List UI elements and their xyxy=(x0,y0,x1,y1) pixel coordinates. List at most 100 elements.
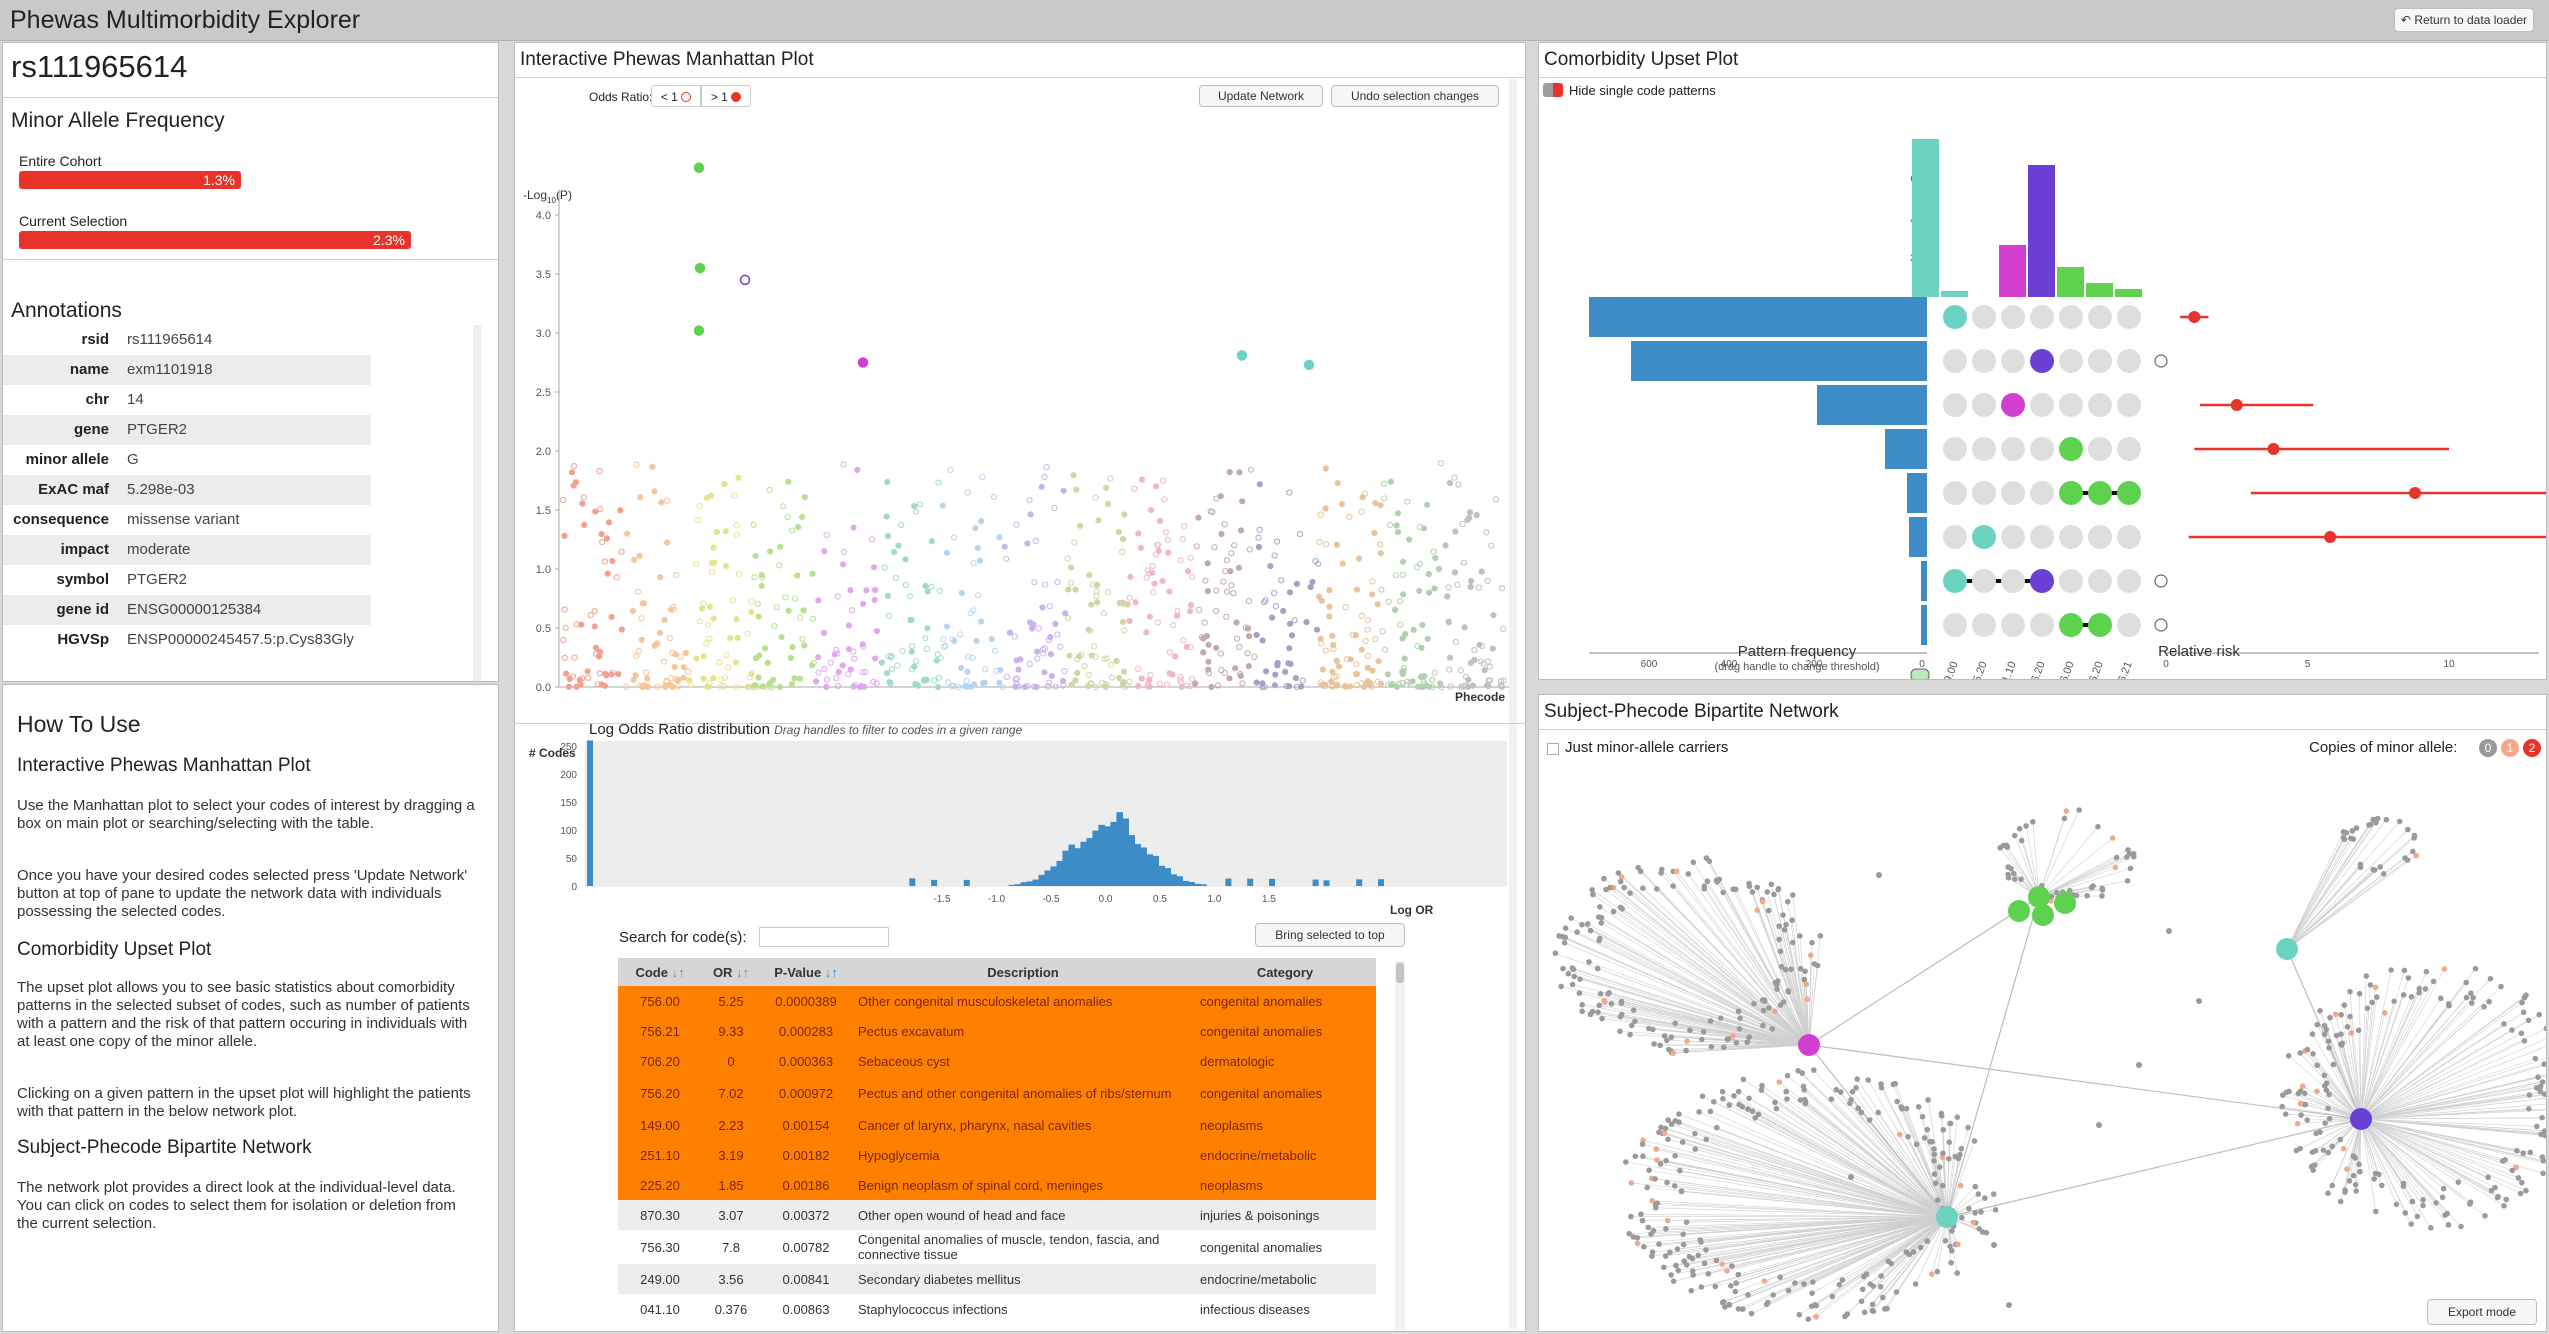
copies-2-badge[interactable]: 2 xyxy=(2523,739,2541,757)
phecode-point[interactable] xyxy=(1364,617,1372,624)
subject-node[interactable] xyxy=(1677,1167,1683,1174)
phecode-point[interactable] xyxy=(1143,574,1150,581)
phecode-point[interactable] xyxy=(809,615,816,622)
phecode-point[interactable] xyxy=(581,521,588,528)
pattern-dot[interactable] xyxy=(2030,393,2054,417)
subject-node[interactable] xyxy=(1635,864,1641,871)
phecode-point[interactable] xyxy=(1467,583,1474,590)
subject-node[interactable] xyxy=(1760,1022,1766,1029)
subject-node[interactable] xyxy=(2304,1046,2311,1053)
phecode-point[interactable] xyxy=(699,605,706,612)
phecode-point[interactable] xyxy=(1156,680,1164,687)
subject-node[interactable] xyxy=(2196,998,2202,1004)
phecode-point[interactable] xyxy=(748,598,755,605)
phecode-point[interactable] xyxy=(1289,632,1296,639)
subject-node[interactable] xyxy=(2526,1106,2532,1112)
phecode-point[interactable] xyxy=(1255,534,1262,541)
phecode-point[interactable] xyxy=(823,532,830,539)
phecode-point[interactable] xyxy=(713,529,720,536)
subject-node[interactable] xyxy=(2112,864,2119,871)
phecode-point[interactable] xyxy=(1421,673,1428,680)
phecode-point[interactable] xyxy=(1081,663,1088,670)
phecode-point[interactable] xyxy=(1115,529,1123,536)
phecode-point[interactable] xyxy=(795,524,802,531)
subject-node[interactable] xyxy=(2347,1013,2353,1020)
subject-node[interactable] xyxy=(1942,1238,1949,1244)
phecode-node[interactable] xyxy=(2008,900,2030,922)
subject-node[interactable] xyxy=(2341,1002,2348,1008)
phecode-point[interactable] xyxy=(972,525,979,532)
phecode-point[interactable] xyxy=(1187,602,1195,609)
subject-node[interactable] xyxy=(2541,1128,2547,1134)
phecode-point[interactable] xyxy=(835,668,842,676)
phecode-point[interactable] xyxy=(979,680,987,687)
subject-node[interactable] xyxy=(1617,904,1624,911)
subject-node[interactable] xyxy=(1858,1109,1865,1116)
phecode-point[interactable] xyxy=(735,570,743,578)
phecode-point[interactable] xyxy=(1400,591,1407,598)
phecode-point[interactable] xyxy=(771,623,778,630)
phecode-point[interactable] xyxy=(1121,511,1128,518)
phecode-point[interactable] xyxy=(1138,675,1146,682)
phecode-point[interactable] xyxy=(704,683,711,691)
phecode-point[interactable] xyxy=(1425,571,1432,578)
subject-node[interactable] xyxy=(2494,1194,2501,1201)
phecode-point[interactable] xyxy=(1213,644,1220,651)
phecode-point[interactable] xyxy=(1103,484,1110,491)
phecode-point[interactable] xyxy=(1392,606,1399,613)
phecode-point[interactable] xyxy=(963,677,970,685)
subject-node[interactable] xyxy=(1615,870,1622,876)
risk-point[interactable] xyxy=(2267,443,2280,455)
phecode-point[interactable] xyxy=(1127,573,1134,580)
subject-node[interactable] xyxy=(2514,1147,2520,1154)
subject-node[interactable] xyxy=(1645,1224,1652,1231)
subject-node[interactable] xyxy=(1814,962,1821,969)
subject-node[interactable] xyxy=(2344,1024,2351,1030)
phecode-point[interactable] xyxy=(703,640,710,647)
phecode-point[interactable] xyxy=(839,662,846,669)
phecode-point[interactable] xyxy=(1245,598,1253,605)
phecode-point[interactable] xyxy=(1414,564,1421,571)
phecode-point[interactable] xyxy=(706,603,714,610)
subject-node[interactable] xyxy=(1811,1067,1817,1073)
subject-node[interactable] xyxy=(1662,1253,1669,1259)
phecode-point[interactable] xyxy=(1432,555,1439,562)
phecode-point[interactable] xyxy=(751,574,758,581)
phecode-point[interactable] xyxy=(613,574,620,581)
subject-node[interactable] xyxy=(1663,1157,1669,1164)
phecode-point[interactable] xyxy=(1192,680,1199,687)
phecode-point[interactable] xyxy=(1179,536,1187,543)
phecode-point[interactable] xyxy=(1131,485,1138,492)
phecode-point[interactable] xyxy=(1292,675,1300,682)
phecode-point[interactable] xyxy=(1435,565,1443,573)
phecode-point[interactable] xyxy=(1488,542,1495,549)
subject-node[interactable] xyxy=(1970,1219,1976,1226)
phecode-point[interactable] xyxy=(1223,613,1230,620)
phecode-point[interactable] xyxy=(1416,587,1423,594)
phecode-point[interactable] xyxy=(809,570,816,577)
phecode-point[interactable] xyxy=(1067,579,1075,586)
subject-node[interactable] xyxy=(2076,807,2082,813)
subject-node[interactable] xyxy=(1680,1231,1686,1238)
phecode-point[interactable] xyxy=(1132,599,1139,606)
subject-node[interactable] xyxy=(2420,1202,2426,1209)
pattern-dot-active[interactable] xyxy=(2030,569,2054,593)
subject-node[interactable] xyxy=(1735,1088,1742,1095)
subject-node[interactable] xyxy=(2294,1120,2301,1127)
subject-node[interactable] xyxy=(1589,887,1595,893)
phecode-point[interactable] xyxy=(1187,683,1194,690)
phecode-point[interactable] xyxy=(973,637,980,645)
subject-node[interactable] xyxy=(2383,816,2390,823)
phecode-point[interactable] xyxy=(1189,573,1196,580)
phecode-point[interactable] xyxy=(776,683,784,691)
subject-node[interactable] xyxy=(2329,1182,2335,1189)
subject-node[interactable] xyxy=(1679,1139,1686,1145)
phecode-point[interactable] xyxy=(996,679,1003,686)
subject-node[interactable] xyxy=(1905,1133,1911,1140)
subject-node[interactable] xyxy=(1713,1257,1720,1264)
phecode-point[interactable] xyxy=(850,683,857,690)
phecode-point[interactable] xyxy=(1060,487,1067,494)
phecode-point[interactable] xyxy=(1077,522,1084,529)
phecode-point[interactable] xyxy=(935,674,943,681)
phecode-point[interactable] xyxy=(1490,612,1497,619)
